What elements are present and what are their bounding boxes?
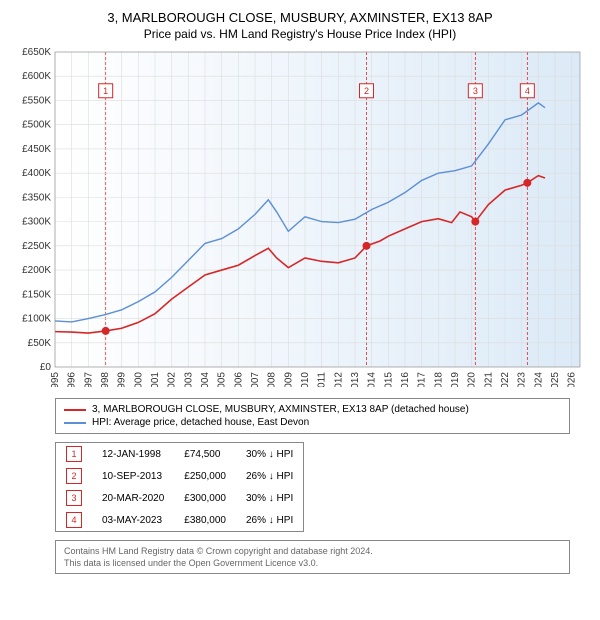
svg-text:2017: 2017 bbox=[417, 372, 428, 387]
svg-text:2020: 2020 bbox=[467, 372, 478, 387]
svg-text:2013: 2013 bbox=[350, 372, 361, 387]
table-row: 4 03-MAY-2023£380,00026% ↓ HPI bbox=[56, 509, 304, 532]
svg-text:£500K: £500K bbox=[22, 120, 51, 131]
tx-date: 03-MAY-2023 bbox=[92, 509, 174, 532]
tx-delta: 26% ↓ HPI bbox=[236, 465, 304, 487]
svg-text:2023: 2023 bbox=[517, 372, 528, 387]
svg-text:2018: 2018 bbox=[433, 372, 444, 387]
svg-text:2011: 2011 bbox=[317, 372, 328, 387]
svg-text:2015: 2015 bbox=[383, 372, 394, 387]
tx-date: 12-JAN-1998 bbox=[92, 443, 174, 466]
svg-text:2001: 2001 bbox=[150, 372, 161, 387]
svg-text:2016: 2016 bbox=[400, 372, 411, 387]
svg-text:1996: 1996 bbox=[67, 372, 78, 387]
tx-delta: 30% ↓ HPI bbox=[236, 443, 304, 466]
tx-date: 10-SEP-2013 bbox=[92, 465, 174, 487]
svg-text:£400K: £400K bbox=[22, 168, 51, 179]
chart-area: £0 £50K £100K £150K £200K £250K £300K £350K £400… bbox=[10, 47, 590, 390]
table-row: 1 12-JAN-1998£74,50030% ↓ HPI bbox=[56, 443, 304, 466]
svg-text:2009: 2009 bbox=[283, 372, 294, 387]
tx-date: 20-MAR-2020 bbox=[92, 487, 174, 509]
svg-text:2026: 2026 bbox=[567, 372, 578, 387]
tx-marker-icon: 1 bbox=[66, 446, 82, 462]
chart-title: 3, MARLBOROUGH CLOSE, MUSBURY, AXMINSTER… bbox=[10, 10, 590, 25]
svg-text:2025: 2025 bbox=[550, 372, 561, 387]
svg-text:4: 4 bbox=[525, 86, 530, 96]
tx-price: £300,000 bbox=[174, 487, 236, 509]
tx-delta: 26% ↓ HPI bbox=[236, 509, 304, 532]
table-row: 3 20-MAR-2020£300,00030% ↓ HPI bbox=[56, 487, 304, 509]
svg-text:1997: 1997 bbox=[83, 372, 94, 387]
attribution: Contains HM Land Registry data © Crown c… bbox=[55, 540, 570, 574]
svg-text:2012: 2012 bbox=[333, 372, 344, 387]
svg-text:£550K: £550K bbox=[22, 95, 51, 106]
svg-text:1999: 1999 bbox=[117, 372, 128, 387]
svg-text:£0: £0 bbox=[40, 362, 52, 373]
svg-text:£650K: £650K bbox=[22, 47, 51, 58]
svg-text:2003: 2003 bbox=[183, 372, 194, 387]
attribution-line2: This data is licensed under the Open Gov… bbox=[64, 557, 561, 569]
svg-text:1: 1 bbox=[103, 86, 108, 96]
transactions-table: 1 12-JAN-1998£74,50030% ↓ HPI 2 10-SEP-2013… bbox=[55, 442, 304, 532]
svg-text:2024: 2024 bbox=[533, 372, 544, 387]
svg-text:1995: 1995 bbox=[50, 372, 61, 387]
tx-price: £380,000 bbox=[174, 509, 236, 532]
tx-marker-icon: 3 bbox=[66, 490, 82, 506]
attribution-line1: Contains HM Land Registry data © Crown c… bbox=[64, 545, 561, 557]
tx-marker-icon: 2 bbox=[66, 468, 82, 484]
svg-text:£350K: £350K bbox=[22, 192, 51, 203]
svg-text:2006: 2006 bbox=[233, 372, 244, 387]
tx-marker-icon: 4 bbox=[66, 512, 82, 528]
legend-row-hpi: HPI: Average price, detached house, East… bbox=[64, 416, 561, 429]
tx-price: £250,000 bbox=[174, 465, 236, 487]
svg-text:2022: 2022 bbox=[500, 372, 511, 387]
svg-text:£450K: £450K bbox=[22, 144, 51, 155]
svg-text:£50K: £50K bbox=[28, 338, 52, 349]
svg-text:2000: 2000 bbox=[133, 372, 144, 387]
legend-swatch-hpi bbox=[64, 422, 86, 424]
legend-swatch-property bbox=[64, 409, 86, 411]
chart-subtitle: Price paid vs. HM Land Registry's House … bbox=[10, 27, 590, 41]
svg-text:2019: 2019 bbox=[450, 372, 461, 387]
svg-text:£100K: £100K bbox=[22, 314, 51, 325]
svg-text:2007: 2007 bbox=[250, 372, 261, 387]
legend: 3, MARLBOROUGH CLOSE, MUSBURY, AXMINSTER… bbox=[55, 398, 570, 434]
svg-text:£250K: £250K bbox=[22, 241, 51, 252]
svg-text:3: 3 bbox=[473, 86, 478, 96]
svg-text:£200K: £200K bbox=[22, 265, 51, 276]
svg-text:2: 2 bbox=[364, 86, 369, 96]
svg-text:2004: 2004 bbox=[200, 372, 211, 387]
svg-text:2021: 2021 bbox=[483, 372, 494, 387]
svg-text:£600K: £600K bbox=[22, 71, 51, 82]
svg-text:2002: 2002 bbox=[167, 372, 178, 387]
chart-titles: 3, MARLBOROUGH CLOSE, MUSBURY, AXMINSTER… bbox=[10, 10, 590, 41]
svg-text:£150K: £150K bbox=[22, 289, 51, 300]
legend-row-property: 3, MARLBOROUGH CLOSE, MUSBURY, AXMINSTER… bbox=[64, 403, 561, 416]
price-chart: £0 £50K £100K £150K £200K £250K £300K £350K £400… bbox=[10, 47, 590, 387]
tx-price: £74,500 bbox=[174, 443, 236, 466]
svg-text:2005: 2005 bbox=[217, 372, 228, 387]
svg-text:1998: 1998 bbox=[100, 372, 111, 387]
tx-delta: 30% ↓ HPI bbox=[236, 487, 304, 509]
svg-text:2010: 2010 bbox=[300, 372, 311, 387]
svg-text:2008: 2008 bbox=[267, 372, 278, 387]
legend-label-property: 3, MARLBOROUGH CLOSE, MUSBURY, AXMINSTER… bbox=[92, 404, 469, 415]
table-row: 2 10-SEP-2013£250,00026% ↓ HPI bbox=[56, 465, 304, 487]
legend-label-hpi: HPI: Average price, detached house, East… bbox=[92, 417, 309, 428]
svg-text:£300K: £300K bbox=[22, 217, 51, 228]
svg-text:2014: 2014 bbox=[367, 372, 378, 387]
